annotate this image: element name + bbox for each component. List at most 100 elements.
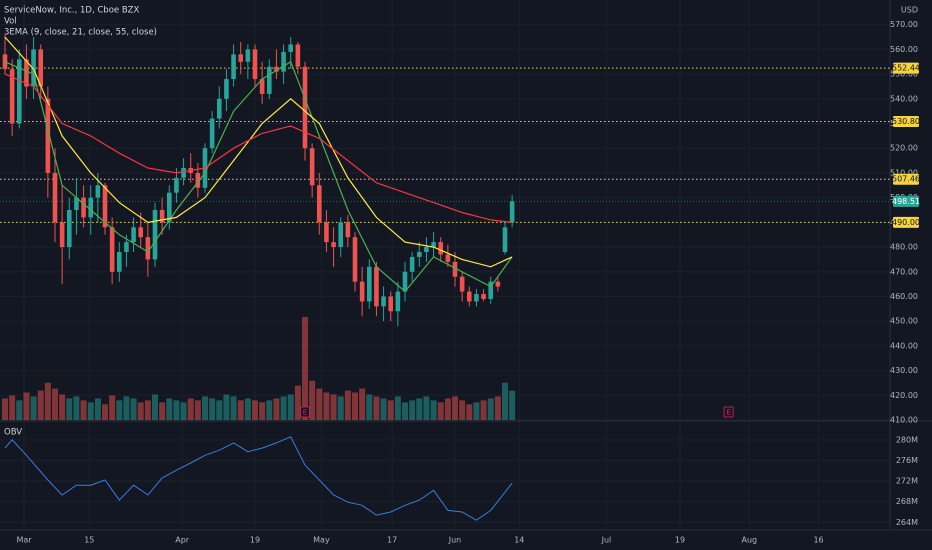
x-tick-label: 17 (387, 536, 397, 545)
volume-bar (109, 395, 116, 420)
candle-body (295, 44, 301, 67)
event-label: E (726, 409, 730, 417)
volume-bar (409, 400, 416, 420)
candle-body (145, 237, 151, 260)
volume-bar (230, 396, 237, 420)
candle-body (138, 227, 144, 238)
candle-body (209, 118, 215, 149)
volume-bar (66, 398, 73, 420)
volume-bar (294, 385, 301, 420)
x-tick-label: 14 (514, 536, 524, 545)
candle-body (338, 222, 344, 248)
candle-body (38, 49, 44, 87)
last-price-tag (893, 195, 919, 207)
volume-bar (494, 396, 501, 420)
candle-body (24, 59, 29, 87)
volume-bar (387, 400, 394, 420)
candle-body (245, 49, 251, 62)
volume-bar (144, 400, 151, 420)
event-label: E (303, 409, 307, 417)
volume-bar (502, 382, 508, 420)
y-tick-label: 480.00 (890, 243, 918, 252)
volume-bar (337, 396, 344, 420)
candle-body (224, 79, 229, 99)
volume-bar (344, 390, 351, 420)
volume-bar (237, 400, 244, 420)
candle-body (281, 51, 286, 72)
candle-body (109, 227, 115, 272)
candle-body (374, 266, 379, 307)
candle-body (9, 69, 15, 124)
volume-bar (166, 398, 173, 420)
volume-bar (37, 390, 44, 420)
candle-body (174, 177, 179, 193)
volume-bar (123, 396, 130, 420)
candle-body (52, 172, 58, 223)
volume-bar (152, 394, 158, 420)
volume-bar (416, 398, 423, 420)
volume-bar (316, 388, 323, 420)
candle-body (238, 54, 244, 62)
volume-bar (73, 396, 80, 420)
candle-body (509, 201, 515, 223)
ema-line (4, 73, 513, 223)
obv-tick-label: 272M (896, 477, 918, 486)
candle-body (345, 222, 351, 238)
level-label: 552.44 (892, 64, 920, 73)
volume-bar (394, 396, 401, 420)
x-tick-label: 15 (84, 536, 94, 545)
volume-bar (402, 402, 408, 420)
candle-body (352, 237, 358, 282)
obv-tick-label: 268M (896, 497, 918, 506)
x-tick-label: 19 (675, 536, 685, 545)
y-tick-label: 540.00 (890, 94, 918, 103)
candle-body (502, 227, 508, 252)
volume-bar (216, 400, 223, 420)
x-tick-label: 19 (250, 536, 260, 545)
y-tick-label: 440.00 (890, 341, 918, 350)
y-tick-label: 410.00 (890, 416, 918, 425)
volume-bar (59, 394, 66, 420)
volume-bar (252, 400, 258, 420)
candle-body (316, 185, 322, 223)
candle-body (331, 242, 336, 248)
candle-body (166, 192, 172, 223)
obv-tick-label: 264M (896, 518, 918, 527)
candle-body (31, 49, 36, 87)
volume-bar (266, 400, 273, 420)
volume-bar (187, 398, 194, 420)
candle-body (431, 242, 436, 248)
candle-body (2, 54, 8, 70)
volume-bar (352, 392, 358, 420)
candle-body (45, 98, 51, 173)
volume-bar (209, 398, 216, 420)
chart-title: ServiceNow, Inc., 1D, Cboe BZX (4, 6, 139, 16)
y-tick-label: 460.00 (890, 292, 918, 301)
y-tick-label: 520.00 (890, 144, 918, 153)
volume-bar (1, 398, 8, 420)
volume-bar (466, 404, 473, 420)
volume-bar (280, 396, 287, 420)
volume-bar (9, 395, 16, 420)
candle-body (452, 261, 458, 277)
volume-bar (287, 394, 294, 420)
volume-bar (159, 402, 166, 420)
obv-line (4, 436, 513, 521)
volume-bar (444, 398, 451, 420)
candle-body (438, 242, 444, 255)
volume-bar (180, 402, 187, 420)
volume-label: Vol (4, 17, 17, 27)
candle-body (95, 185, 101, 198)
volume-bar (330, 394, 337, 420)
candle-body (266, 66, 272, 94)
candle-body (381, 296, 386, 307)
candle-body (459, 276, 465, 292)
level-tag (893, 62, 919, 74)
volume-bar (480, 400, 487, 420)
y-tick-label: 510.00 (890, 168, 918, 177)
candle-body (466, 291, 472, 302)
volume-bar (94, 398, 101, 420)
volume-bar (373, 396, 380, 420)
